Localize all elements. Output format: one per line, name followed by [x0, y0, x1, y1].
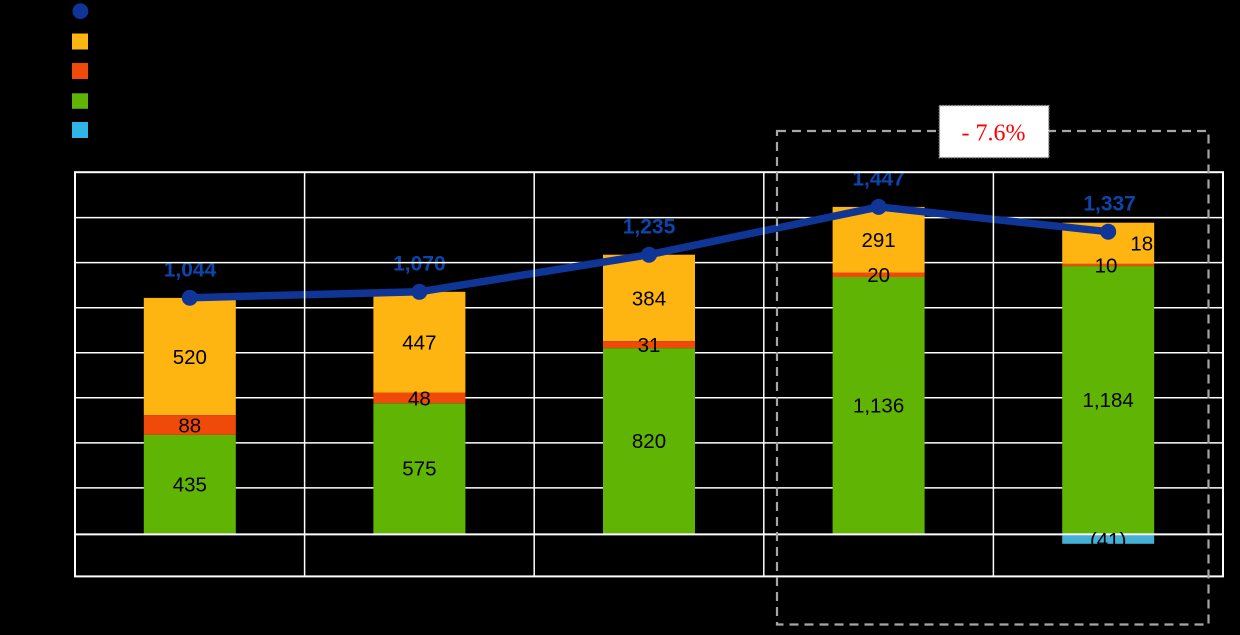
svg-text:1,136: 1,136 [853, 394, 904, 417]
svg-text:447: 447 [402, 332, 436, 355]
svg-text:1,337: 1,337 [1083, 192, 1136, 215]
svg-text:1,070: 1,070 [393, 253, 446, 276]
svg-text:88: 88 [178, 414, 201, 437]
svg-text:291: 291 [861, 229, 895, 252]
svg-text:(41): (41) [1090, 529, 1126, 552]
svg-text:20: 20 [867, 264, 890, 287]
svg-text:1,447: 1,447 [852, 168, 905, 191]
svg-text:1,235: 1,235 [623, 215, 676, 238]
svg-text:183: 183 [1130, 233, 1164, 256]
svg-text:- 7.6%: - 7.6% [962, 121, 1026, 147]
svg-text:384: 384 [632, 287, 666, 310]
svg-text:520: 520 [173, 346, 207, 369]
svg-text:435: 435 [173, 473, 207, 496]
svg-text:48: 48 [408, 387, 431, 410]
svg-text:1,044: 1,044 [164, 258, 217, 281]
svg-text:1,184: 1,184 [1083, 389, 1134, 412]
svg-text:820: 820 [632, 430, 666, 453]
svg-text:575: 575 [402, 458, 436, 481]
svg-text:10: 10 [1095, 254, 1118, 277]
svg-text:31: 31 [638, 334, 661, 357]
